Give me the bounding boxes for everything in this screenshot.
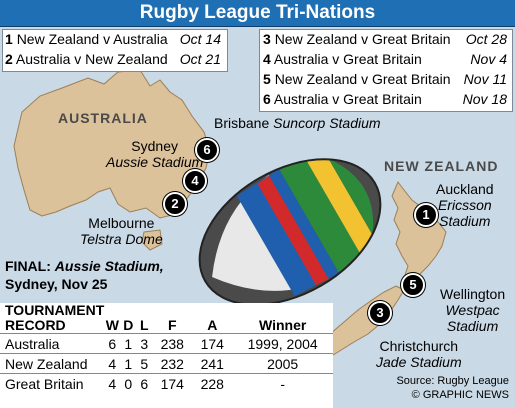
- page-title: Rugby League Tri-Nations: [0, 0, 515, 27]
- venue-marker-5: 5: [401, 273, 425, 297]
- fixture-match: Australia v Great Britain: [273, 91, 422, 107]
- tasmania: [141, 229, 163, 251]
- cell-d: 1: [120, 333, 137, 354]
- team-name: Great Britain: [0, 373, 105, 393]
- record-title-line2: RECORD: [5, 317, 66, 333]
- venue-stadium: Suncorp Stadium: [273, 115, 381, 131]
- table-row: Australia 6 1 3 238 174 1999, 2004: [0, 333, 333, 354]
- fixture-number: 6: [263, 91, 271, 107]
- footer-credits: Source: Rugby League © GRAPHIC NEWS: [396, 374, 509, 402]
- cell-winner: -: [232, 373, 333, 393]
- fixture-3: 3 New Zealand v Great Britain Oct 28: [263, 29, 511, 49]
- venue-marker-3: 3: [368, 301, 392, 325]
- fixture-date: Oct 21: [179, 51, 221, 67]
- column-header-a: A: [207, 317, 218, 333]
- cell-w: 4: [104, 353, 121, 374]
- cell-d: 1: [120, 353, 137, 374]
- fixture-number: 4: [263, 51, 271, 67]
- fixture-date: Oct 14: [179, 31, 221, 47]
- fixture-date: Nov 18: [462, 91, 507, 107]
- table-row: Great Britain 4 0 6 174 228 -: [0, 373, 333, 393]
- cell-l: 3: [136, 333, 153, 354]
- fixture-match: Australia v Great Britain: [273, 51, 422, 67]
- rugby-ball-illustration: [198, 158, 382, 306]
- venue-city: Sydney: [131, 138, 178, 154]
- cell-l: 5: [136, 353, 153, 374]
- fixture-number: 2: [5, 51, 13, 67]
- copyright-credit: © GRAPHIC NEWS: [411, 389, 509, 401]
- venue-brisbane: Brisbane Suncorp Stadium: [214, 115, 381, 131]
- team-name: New Zealand: [0, 353, 105, 374]
- venue-stadium: Telstra Dome: [80, 231, 163, 247]
- venue-city: Brisbane: [214, 115, 270, 131]
- cell-f: 174: [152, 373, 193, 393]
- team-name: Australia: [0, 333, 105, 354]
- venue-stadium-line2: Stadium: [446, 318, 499, 334]
- country-label-australia: AUSTRALIA: [58, 110, 148, 126]
- venue-marker-4: 4: [183, 169, 207, 193]
- venue-stadium: Jade Stadium: [376, 354, 462, 370]
- cell-w: 6: [104, 333, 121, 354]
- column-header-d: D: [123, 317, 134, 333]
- record-title-line1: TOURNAMENT: [5, 302, 105, 318]
- column-header-winner: Winner: [258, 317, 307, 333]
- venue-wellington: Wellington Westpac Stadium: [440, 286, 505, 334]
- venue-city: Auckland: [436, 181, 494, 197]
- cell-f: 232: [152, 353, 193, 374]
- fixture-5: 5 New Zealand v Great Britain Nov 11: [263, 69, 511, 89]
- fixture-match: New Zealand v Great Britain: [274, 31, 451, 47]
- fixtures-right-box: [259, 29, 513, 112]
- venue-marker-2: 2: [163, 192, 187, 216]
- final-venue: Aussie Stadium,: [54, 258, 164, 274]
- cell-l: 6: [136, 373, 153, 393]
- venue-marker-1: 1: [414, 203, 438, 227]
- fixture-1: 1 New Zealand v Australia Oct 14: [5, 29, 225, 49]
- venue-stadium-line1: Ericsson: [437, 197, 492, 213]
- table-row: New Zealand 4 1 5 232 241 2005: [0, 353, 333, 374]
- venue-christchurch: Christchurch Jade Stadium: [376, 338, 462, 370]
- cell-a: 241: [192, 353, 233, 374]
- venue-stadium-line2: Stadium: [439, 213, 491, 229]
- fixture-date: Nov 4: [470, 51, 507, 67]
- fixture-number: 5: [263, 71, 271, 87]
- table-header-row: TOURNAMENT RECORD W D L F A Winner: [0, 303, 333, 334]
- source-note: Source: Rugby League: [396, 375, 509, 387]
- venue-stadium-line1: Westpac: [445, 302, 500, 318]
- column-header-w: W: [105, 317, 119, 333]
- cell-winner: 1999, 2004: [232, 333, 333, 354]
- venue-city: Melbourne: [88, 215, 155, 231]
- venue-stadium: Aussie Stadium: [106, 154, 204, 170]
- venue-city: Christchurch: [379, 338, 459, 354]
- fixture-4: 4 Australia v Great Britain Nov 4: [263, 49, 511, 69]
- tournament-record-table: TOURNAMENT RECORD W D L F A Winner Austr…: [0, 303, 333, 408]
- column-header-f: F: [168, 317, 177, 333]
- fixture-date: Nov 11: [463, 71, 507, 87]
- fixture-match: New Zealand v Great Britain: [274, 71, 451, 87]
- venue-city: Wellington: [440, 286, 506, 302]
- fixture-match: Australia v New Zealand: [15, 51, 168, 67]
- fixture-6: 6 Australia v Great Britain Nov 18: [263, 89, 511, 109]
- cell-winner: 2005: [232, 353, 333, 374]
- cell-f: 238: [152, 333, 193, 354]
- venue-auckland: Auckland Ericsson Stadium: [436, 181, 494, 229]
- venue-sydney: Sydney Aussie Stadium: [106, 138, 203, 170]
- fixture-number: 1: [5, 31, 13, 47]
- final-detail: Sydney, Nov 25: [5, 276, 108, 292]
- venue-melbourne: Melbourne Telstra Dome: [80, 215, 163, 247]
- column-header-l: L: [140, 317, 149, 333]
- fixture-2: 2 Australia v New Zealand Oct 21: [5, 49, 225, 69]
- cell-w: 4: [104, 373, 121, 393]
- cell-d: 0: [120, 373, 137, 393]
- fixtures-left-box: [2, 29, 228, 72]
- final-label: FINAL:: [5, 258, 51, 274]
- fixture-match: New Zealand v Australia: [16, 31, 168, 47]
- cell-a: 228: [192, 373, 233, 393]
- venue-marker-6: 6: [195, 138, 219, 162]
- final-note: FINAL: Aussie Stadium, Sydney, Nov 25: [5, 257, 164, 293]
- country-label-new-zealand: NEW ZEALAND: [384, 158, 499, 174]
- fixture-number: 3: [263, 31, 271, 47]
- fixture-date: Oct 28: [465, 31, 507, 47]
- cell-a: 174: [192, 333, 233, 354]
